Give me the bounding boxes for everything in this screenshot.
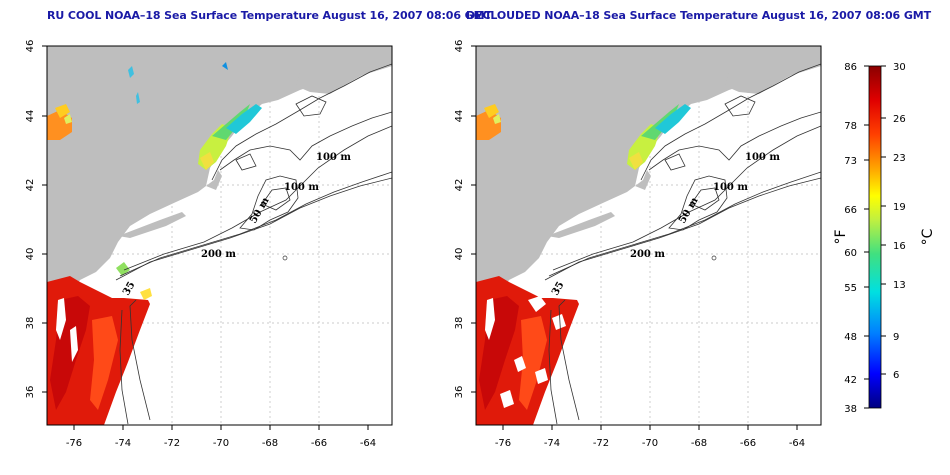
lon-label: -68	[691, 438, 707, 449]
f-tick-label: 66	[844, 205, 857, 216]
land-northeast	[476, 46, 821, 352]
lon-label: -64	[789, 438, 805, 449]
left-lat-labels: 36 38 40 42 44 46	[25, 40, 36, 399]
lat-label: 44	[454, 110, 465, 123]
c-tick-label: 9	[893, 332, 899, 343]
lat-label: 36	[454, 386, 465, 399]
f-tick-label: 38	[844, 404, 857, 415]
c-tick-label: 30	[893, 62, 906, 73]
c-tick-label: 26	[893, 114, 906, 125]
colorbar-ticks	[864, 65, 886, 409]
lon-label: -66	[740, 438, 756, 449]
f-tick-label: 73	[844, 156, 857, 167]
lon-label: -74	[544, 438, 560, 449]
lat-label: 40	[454, 248, 465, 261]
lat-label: 38	[25, 317, 36, 330]
f-tick-label: 78	[844, 121, 857, 132]
land-long-island	[118, 212, 186, 238]
c-tick-label: 6	[893, 370, 899, 381]
right-map-frame	[475, 45, 822, 426]
right-map: 100 m 100 m 50 m 200 m 35	[476, 46, 821, 425]
lon-label: -66	[311, 438, 327, 449]
label-100m-b: 100 m	[713, 182, 748, 193]
label-100m-b: 100 m	[284, 182, 319, 193]
right-decloud-holes	[485, 296, 566, 408]
left-map: 100 m 100 m 50 m 200 m 35	[47, 46, 392, 425]
label-100m-a: 100 m	[316, 152, 351, 163]
right-gridlines	[476, 46, 821, 425]
seamount-marker	[711, 255, 717, 261]
land-nova-scotia	[296, 46, 392, 94]
c-tick-label: 23	[893, 153, 906, 164]
lon-label: -64	[360, 438, 376, 449]
f-tick-label: 60	[844, 248, 857, 259]
land-capecod	[635, 170, 651, 190]
left-contours	[115, 63, 392, 425]
celsius-unit: °C	[920, 228, 936, 245]
lat-label: 42	[25, 179, 36, 192]
label-100m-a: 100 m	[745, 152, 780, 163]
c-tick-label: 16	[893, 241, 906, 252]
fahrenheit-labels: 86 78 73 66 60 55 48 42 38	[844, 62, 857, 415]
lat-label: 40	[25, 248, 36, 261]
left-gridlines	[47, 46, 392, 425]
colorbar: 86 78 73 66 60 55 48 42 38 30 26 23 19 1…	[833, 62, 936, 415]
lon-label: -68	[262, 438, 278, 449]
land-long-island	[547, 212, 615, 238]
right-lon-labels: -76 -74 -72 -70 -68 -66 -64	[495, 438, 805, 449]
lat-label: 46	[25, 40, 36, 53]
colorbar-bar	[868, 65, 882, 409]
f-tick-label: 42	[844, 375, 857, 386]
lat-label: 46	[454, 40, 465, 53]
land-nova-scotia	[725, 46, 821, 94]
fahrenheit-unit: °F	[833, 229, 849, 244]
c-tick-label: 19	[893, 202, 906, 213]
right-lat-labels: 36 38 40 42 44 46	[454, 40, 465, 399]
left-bays	[56, 298, 78, 362]
f-tick-label: 86	[844, 62, 857, 73]
lat-label: 42	[454, 179, 465, 192]
land-northeast	[47, 46, 392, 352]
celsius-labels: 30 26 23 19 16 13 9 6	[893, 62, 906, 381]
lon-label: -74	[115, 438, 131, 449]
lon-label: -70	[213, 438, 229, 449]
right-contours	[544, 63, 821, 425]
seamount-marker	[282, 255, 288, 261]
f-tick-label: 55	[844, 283, 857, 294]
lon-label: -76	[66, 438, 82, 449]
lon-label: -70	[642, 438, 658, 449]
right-panel-title: DECLOUDED NOAA–18 Sea Surface Temperatur…	[466, 9, 932, 22]
right-axis-ticks	[471, 45, 798, 430]
lon-label: -72	[164, 438, 180, 449]
land-capecod	[206, 170, 222, 190]
left-panel-title: RU COOL NOAA–18 Sea Surface Temperature …	[47, 9, 492, 22]
c-tick-label: 13	[893, 280, 906, 291]
f-tick-label: 48	[844, 332, 857, 343]
right-sst-data	[476, 104, 691, 425]
left-map-frame	[46, 45, 393, 426]
lat-label: 36	[25, 386, 36, 399]
lon-label: -76	[495, 438, 511, 449]
lon-label: -72	[593, 438, 609, 449]
left-lon-labels: -76 -74 -72 -70 -68 -66 -64	[66, 438, 376, 449]
label-200m: 200 m	[630, 249, 665, 260]
lat-label: 44	[25, 110, 36, 123]
left-axis-ticks	[42, 45, 369, 430]
lat-label: 38	[454, 317, 465, 330]
label-200m: 200 m	[201, 249, 236, 260]
